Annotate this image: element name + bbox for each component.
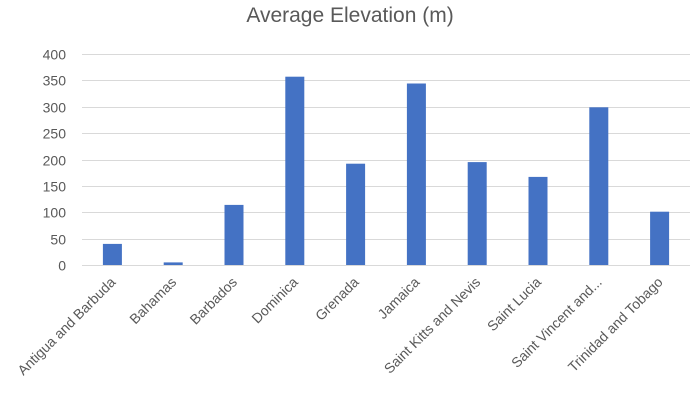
- y-tick-label: 50: [50, 232, 66, 248]
- y-axis-ticks: 0 50 100 150 200 250 300 350 400: [43, 47, 67, 274]
- y-tick-label: 150: [43, 179, 67, 195]
- y-tick-label: 0: [58, 258, 66, 274]
- x-category-label: Bahamas: [126, 274, 179, 327]
- bar: [102, 243, 122, 265]
- x-category-label: Grenada: [312, 274, 362, 324]
- x-category-label: Jamaica: [374, 274, 422, 322]
- y-tick-label: 250: [43, 126, 67, 142]
- bar: [650, 211, 670, 265]
- chart-title: Average Elevation (m): [246, 4, 453, 27]
- bar: [406, 83, 426, 265]
- x-category-label: Antigua and Barbuda: [14, 274, 118, 378]
- x-category-label: Barbados: [186, 274, 240, 328]
- x-category-label: Dominica: [248, 274, 301, 327]
- bar: [528, 176, 548, 265]
- y-tick-label: 200: [43, 153, 67, 169]
- bars: [102, 76, 670, 265]
- bar: [467, 162, 487, 265]
- y-tick-label: 350: [43, 73, 67, 89]
- x-category-label: Saint Lucia: [484, 274, 544, 334]
- bar: [589, 107, 609, 265]
- bar: [163, 262, 183, 265]
- x-axis-labels: Antigua and Barbuda Bahamas Barbados Domini…: [14, 274, 666, 378]
- y-tick-label: 300: [43, 100, 67, 116]
- gridlines: [82, 54, 690, 266]
- bar: [224, 204, 244, 265]
- bar: [285, 76, 305, 265]
- y-tick-label: 400: [43, 47, 67, 63]
- y-tick-label: 100: [43, 205, 67, 221]
- bar: [346, 163, 366, 265]
